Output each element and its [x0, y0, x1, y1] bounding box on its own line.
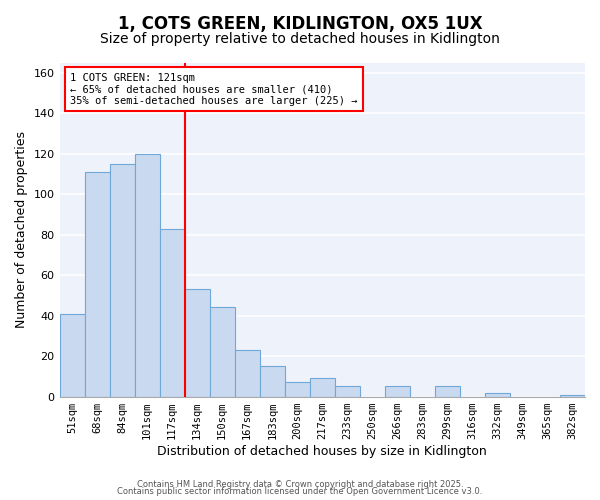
Bar [385, 386, 410, 396]
Bar [134, 154, 160, 396]
Bar [110, 164, 134, 396]
Text: Size of property relative to detached houses in Kidlington: Size of property relative to detached ho… [100, 32, 500, 46]
Bar [185, 290, 209, 397]
X-axis label: Distribution of detached houses by size in Kidlington: Distribution of detached houses by size … [157, 444, 487, 458]
Bar [160, 228, 185, 396]
Text: 1 COTS GREEN: 121sqm
← 65% of detached houses are smaller (410)
35% of semi-deta: 1 COTS GREEN: 121sqm ← 65% of detached h… [70, 72, 358, 106]
Bar [235, 350, 260, 397]
Bar [260, 366, 285, 396]
Bar [310, 378, 335, 396]
Bar [59, 314, 85, 396]
Bar [485, 392, 510, 396]
Bar [335, 386, 360, 396]
Text: Contains HM Land Registry data © Crown copyright and database right 2025.: Contains HM Land Registry data © Crown c… [137, 480, 463, 489]
Y-axis label: Number of detached properties: Number of detached properties [15, 131, 28, 328]
Text: Contains public sector information licensed under the Open Government Licence v3: Contains public sector information licen… [118, 487, 482, 496]
Bar [85, 172, 110, 396]
Bar [209, 308, 235, 396]
Bar [435, 386, 460, 396]
Bar [285, 382, 310, 396]
Bar [560, 394, 585, 396]
Text: 1, COTS GREEN, KIDLINGTON, OX5 1UX: 1, COTS GREEN, KIDLINGTON, OX5 1UX [118, 15, 482, 33]
